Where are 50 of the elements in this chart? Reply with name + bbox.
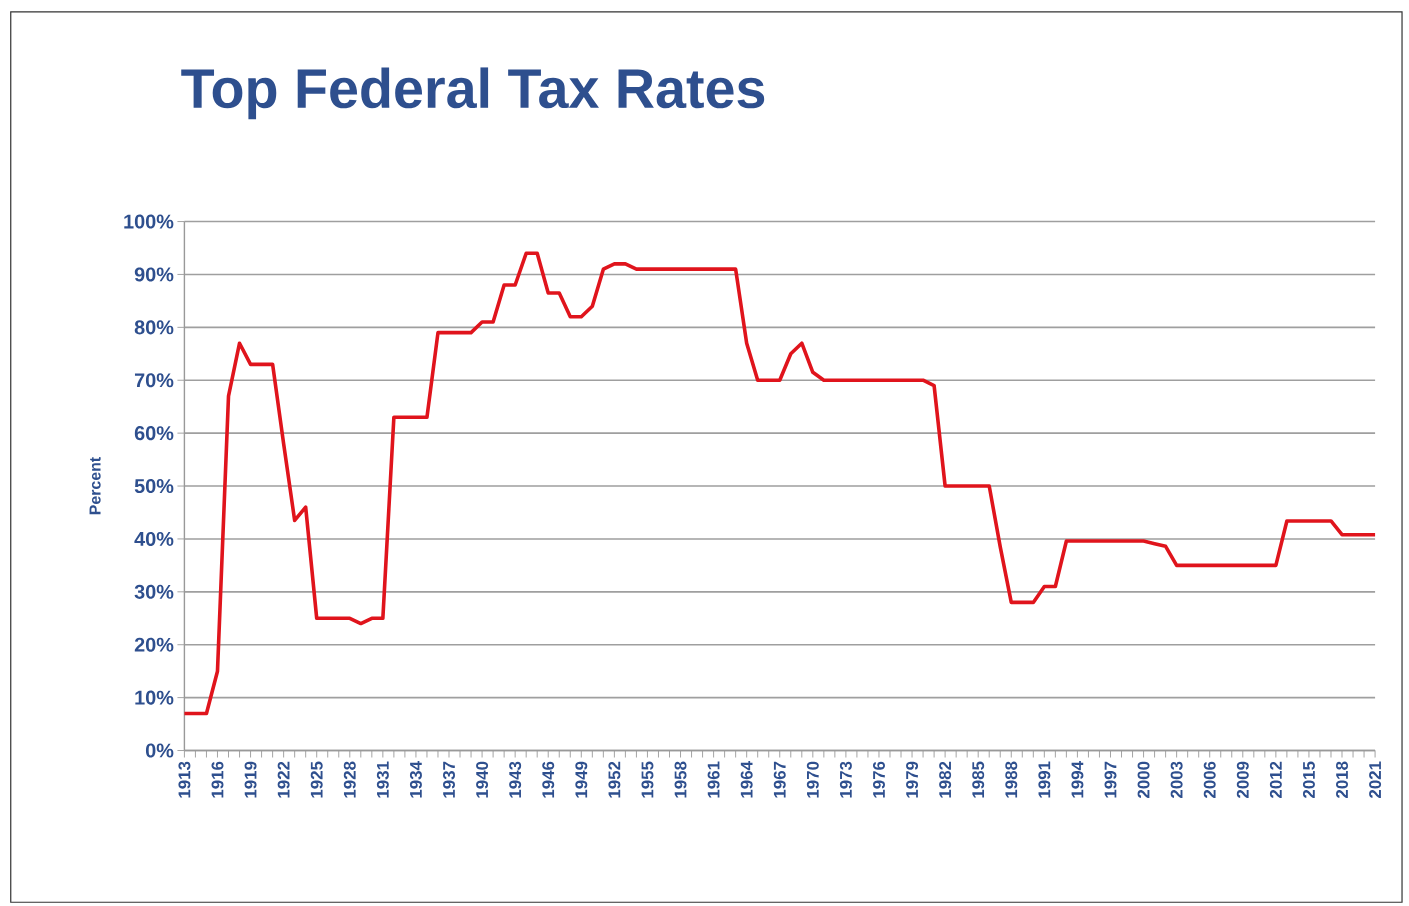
x-tick-label: 1940 [476,761,489,798]
chart-title: Top Federal Tax Rates [181,67,765,120]
x-tick-label: 1994 [1071,761,1084,798]
x-tick-label: 1964 [740,761,753,798]
y-tick-label: 90% [134,267,174,282]
x-tick-label: 1916 [211,761,224,798]
x-tick-label: 1997 [1104,761,1117,798]
x-tick-label: 1955 [641,761,654,798]
x-tick-label: 2009 [1236,761,1249,798]
x-tick-label: 1925 [310,761,323,798]
x-tick-label: 1943 [509,761,522,798]
x-tick-label: 1973 [839,761,852,798]
x-tick-label: 2006 [1203,761,1216,798]
x-tick-label: 1958 [674,761,687,798]
y-tick-label: 60% [134,425,174,441]
x-tick-label: 1979 [906,761,919,798]
x-tick-label: 1967 [773,761,786,798]
x-tick-label: 2018 [1336,761,1348,798]
y-tick-label: 30% [134,584,174,599]
y-tick-label: 10% [135,690,174,705]
x-tick-label: 1937 [443,761,455,798]
y-tick-label: 40% [134,531,174,546]
y-tick-label: 70% [134,373,174,388]
x-tick-label: 1931 [376,761,389,798]
x-tick-label: 2021 [1369,761,1382,798]
x-tick-label: 1952 [608,761,621,798]
x-tick-label: 1919 [244,761,257,798]
x-tick-label: 2000 [1137,761,1150,798]
x-tick-label: 1982 [939,761,952,798]
x-tick-label: 1913 [178,761,191,798]
y-tick-label: 0% [145,743,174,758]
x-tick-label: 1961 [707,761,720,798]
x-tick-label: 2012 [1269,761,1282,798]
x-tick-label: 1976 [872,761,885,798]
y-tick-label: 50% [134,478,174,493]
x-tick-label: 1985 [972,761,985,798]
y-axis-title: Percent [89,456,101,515]
x-tick-label: 1988 [1005,761,1018,798]
y-tick-label: 100% [124,214,174,229]
x-tick-label: 1970 [806,761,819,798]
x-tick-label: 2003 [1170,761,1183,798]
x-tick-label: 1991 [1038,761,1051,798]
x-tick-label: 1922 [277,761,290,798]
x-tick-label: 2015 [1302,761,1315,798]
y-tick-label: 80% [134,320,174,335]
y-tick-label: 20% [134,637,174,652]
x-tick-label: 1934 [409,761,422,798]
x-tick-label: 1946 [542,761,555,798]
x-tick-label: 1928 [343,761,356,798]
x-tick-label: 1949 [575,761,588,798]
